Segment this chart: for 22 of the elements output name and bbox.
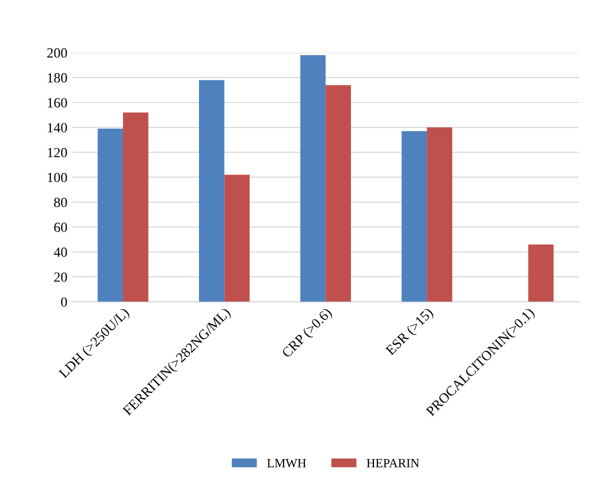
bar [198, 80, 224, 302]
y-tick-label: 80 [54, 198, 67, 208]
y-tick-label: 0 [61, 297, 67, 307]
bar [300, 55, 326, 302]
bar [426, 127, 452, 302]
legend-label: HEPARIN [366, 458, 420, 468]
y-tick-label: 60 [54, 222, 67, 232]
y-tick-label: 160 [48, 98, 67, 108]
bar [326, 85, 351, 302]
y-tick-label: 200 [47, 48, 67, 58]
y-tick-label: 140 [48, 122, 67, 132]
y-tick-label: 120 [48, 148, 67, 158]
y-tick-label: 20 [54, 272, 67, 282]
bar [528, 244, 554, 302]
bar [123, 112, 148, 302]
legend-label: LMWH [267, 459, 306, 468]
bar [402, 131, 427, 302]
bar [98, 128, 124, 302]
y-tick-label: 180 [48, 73, 67, 83]
bar [224, 174, 250, 302]
y-tick-label: 100 [48, 172, 67, 182]
y-tick-label: 40 [54, 248, 67, 257]
